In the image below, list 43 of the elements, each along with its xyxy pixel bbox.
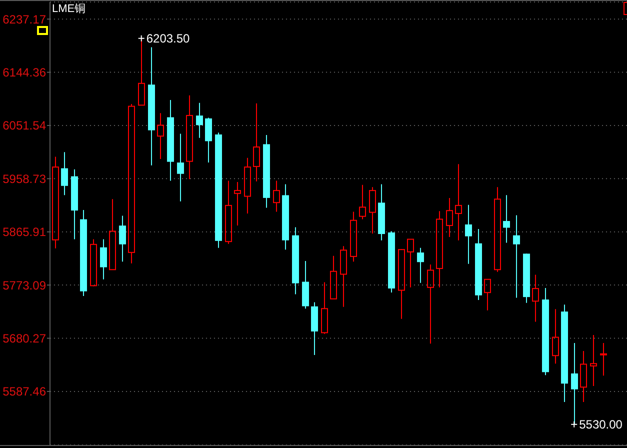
candlestick xyxy=(61,152,68,196)
candlestick xyxy=(196,102,203,138)
candlestick xyxy=(100,238,107,280)
candlestick xyxy=(253,102,260,182)
annotation: 6203.50 xyxy=(146,31,190,46)
candlestick xyxy=(177,133,184,202)
candlestick xyxy=(513,214,520,298)
candlestick xyxy=(157,112,164,160)
candlestick xyxy=(282,184,289,250)
candlestick xyxy=(600,342,607,376)
candlestick xyxy=(455,164,462,241)
candlestick xyxy=(465,204,472,264)
candlestick xyxy=(302,260,309,310)
candlestick xyxy=(71,168,78,240)
candlestick xyxy=(590,334,597,386)
y-tick-label: 6144.36 xyxy=(2,66,46,80)
candlestick xyxy=(561,304,568,403)
candlestick xyxy=(292,226,299,295)
candlestick xyxy=(378,184,385,241)
candlestick xyxy=(167,100,174,182)
candlestick xyxy=(244,157,251,214)
candlestick xyxy=(234,181,241,226)
candlestick xyxy=(273,180,280,212)
candlestick xyxy=(580,350,587,403)
y-tick-label: 5773.09 xyxy=(2,278,46,292)
y-tick-label: 5587.46 xyxy=(2,384,46,399)
y-tick-label: 6051.54 xyxy=(2,118,46,133)
annotation: 5530.00 xyxy=(579,417,623,432)
candlestick xyxy=(186,94,193,180)
y-tick-label: 5680.27 xyxy=(2,332,46,346)
candlestick xyxy=(436,210,443,288)
candlestick xyxy=(503,194,510,244)
candlestick xyxy=(263,134,270,208)
candlestick xyxy=(552,308,559,364)
candlestick xyxy=(119,215,126,262)
candlestick xyxy=(532,274,539,322)
chart-title: LME铜 xyxy=(52,3,86,16)
y-tick-label: 6237.17 xyxy=(2,12,46,26)
y-tick-label: 5865.91 xyxy=(2,225,46,240)
candlestick xyxy=(446,197,453,238)
y-tick-label: 5958.73 xyxy=(2,172,46,186)
candlestick xyxy=(52,156,59,249)
candlestick xyxy=(148,46,155,166)
